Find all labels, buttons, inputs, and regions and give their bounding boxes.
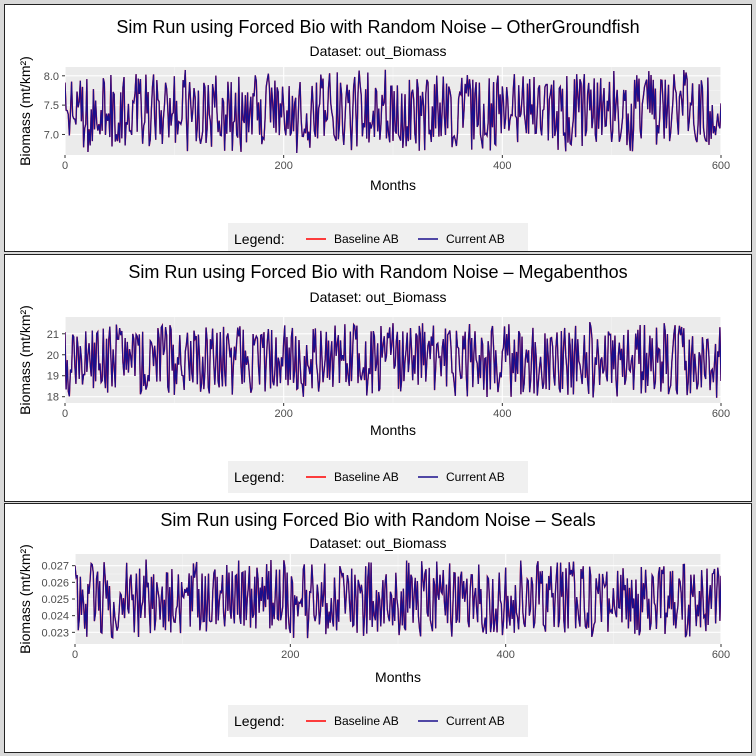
chart-subtitle: Dataset: out_Biomass [310, 535, 447, 551]
y-tick-label: 8.0 [44, 71, 59, 83]
chart-svg: Sim Run using Forced Bio with Random Noi… [17, 262, 730, 493]
legend-item-label: Baseline AB [334, 232, 399, 246]
y-tick-label: 0.023 [41, 627, 69, 639]
y-tick-label: 0.026 [41, 577, 69, 589]
y-tick-label: 0.024 [41, 611, 69, 623]
legend-title: Legend: [234, 713, 285, 729]
y-tick-label: 19 [47, 371, 59, 383]
legend-item-label: Baseline AB [334, 714, 399, 728]
legend-box [228, 223, 528, 251]
series-line [65, 69, 721, 153]
legend-item-label: Current AB [446, 470, 505, 484]
legend-item-label: Baseline AB [334, 470, 399, 484]
legend-box [228, 461, 528, 493]
chart-title: Sim Run using Forced Bio with Random Noi… [160, 510, 595, 530]
x-tick-label: 400 [496, 649, 514, 661]
y-tick-label: 20 [47, 350, 59, 362]
x-tick-label: 200 [281, 649, 299, 661]
y-tick-label: 21 [47, 329, 59, 341]
legend-box [228, 705, 528, 737]
x-tick-label: 0 [62, 160, 68, 172]
y-tick-label: 7.5 [44, 100, 59, 112]
x-tick-label: 600 [712, 160, 730, 172]
x-tick-label: 400 [493, 408, 511, 420]
chart-title: Sim Run using Forced Bio with Random Noi… [128, 262, 627, 282]
y-tick-label: 0.027 [41, 561, 69, 573]
y-tick-label: 7.0 [44, 129, 59, 141]
x-tick-label: 0 [72, 649, 78, 661]
x-axis-label: Months [370, 422, 416, 438]
chart-panel: Sim Run using Forced Bio with Random Noi… [4, 254, 752, 502]
y-tick-label: 18 [47, 392, 59, 404]
chart-svg: Sim Run using Forced Bio with Random Noi… [17, 510, 730, 737]
y-tick-label: 0.025 [41, 594, 69, 606]
y-axis-label: Biomass (mt/km²) [17, 56, 33, 166]
chart-subtitle: Dataset: out_Biomass [310, 43, 447, 59]
chart-title: Sim Run using Forced Bio with Random Noi… [116, 17, 639, 37]
chart-panel: Sim Run using Forced Bio with Random Noi… [4, 503, 752, 753]
x-axis-label: Months [375, 669, 421, 685]
chart-panel: Sim Run using Forced Bio with Random Noi… [4, 4, 752, 252]
x-tick-label: 600 [712, 408, 730, 420]
x-tick-label: 200 [274, 408, 292, 420]
chart-subtitle: Dataset: out_Biomass [310, 289, 447, 305]
series-line [75, 559, 721, 639]
y-axis-label: Biomass (mt/km²) [17, 544, 33, 654]
x-tick-label: 0 [62, 408, 68, 420]
x-tick-label: 400 [493, 160, 511, 172]
legend-title: Legend: [234, 231, 285, 247]
legend-title: Legend: [234, 469, 285, 485]
y-axis-label: Biomass (mt/km²) [17, 305, 33, 415]
x-tick-label: 200 [274, 160, 292, 172]
x-axis-label: Months [370, 177, 416, 193]
x-tick-label: 600 [712, 649, 730, 661]
legend-item-label: Current AB [446, 232, 505, 246]
legend-item-label: Current AB [446, 714, 505, 728]
chart-svg: Sim Run using Forced Bio with Random Noi… [17, 17, 730, 251]
series-line [65, 322, 721, 398]
